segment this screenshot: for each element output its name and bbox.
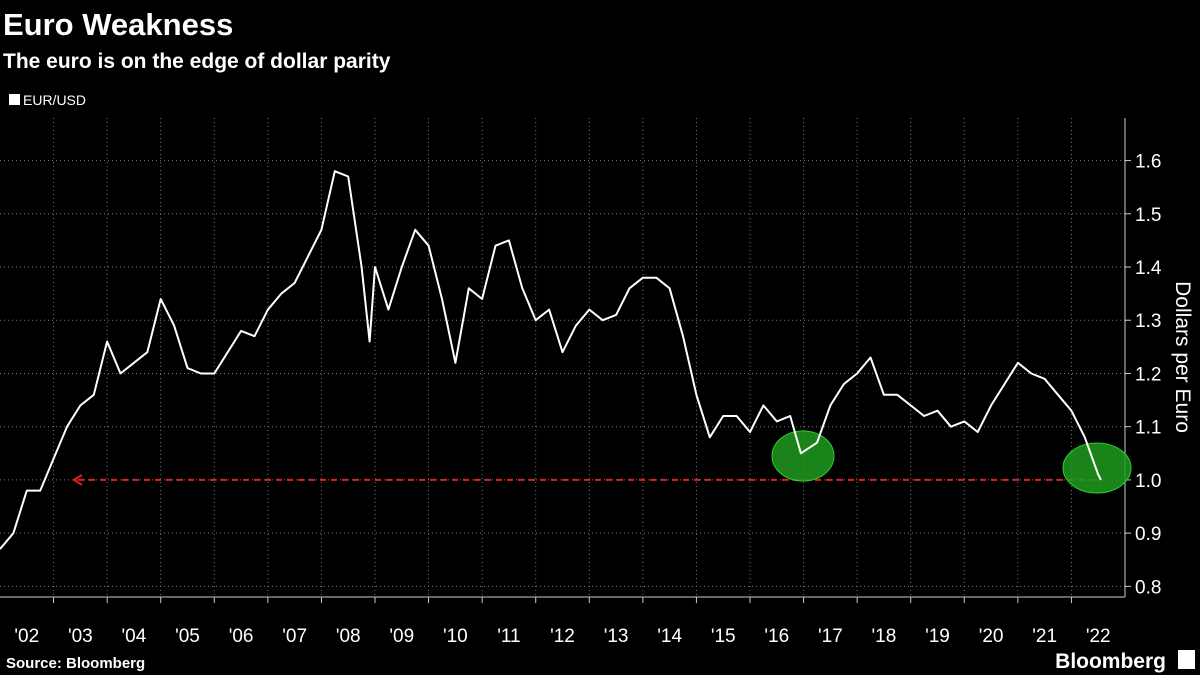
x-tick-label: '19 (925, 626, 950, 647)
y-tick-label: 0.8 (1135, 577, 1161, 598)
y-tick-label: 1.5 (1135, 205, 1161, 226)
x-tick-label: '08 (336, 626, 361, 647)
y-tick-label: 0.9 (1135, 524, 1161, 545)
x-tick-label: '11 (497, 626, 520, 647)
x-tick-label: '02 (14, 626, 39, 647)
x-tick-label: '16 (764, 626, 789, 647)
highlight-ellipse (771, 430, 835, 482)
y-tick-label: 1.4 (1135, 258, 1162, 279)
chart-subtitle: The euro is on the edge of dollar parity (3, 50, 391, 73)
brand-icon (1178, 650, 1195, 669)
x-tick-label: '04 (122, 626, 147, 647)
y-axis-label: Dollars per Euro (1171, 281, 1194, 433)
y-tick-label: 1.6 (1135, 152, 1161, 173)
brand: Bloomberg (1055, 650, 1166, 673)
legend-swatch (9, 94, 20, 105)
x-tick-label: '20 (979, 626, 1004, 647)
x-tick-label: '06 (229, 626, 254, 647)
y-tick-label: 1.1 (1135, 418, 1161, 439)
x-tick-label: '22 (1086, 626, 1111, 647)
x-tick-label: '17 (818, 626, 843, 647)
y-tick-label: 1.2 (1135, 364, 1161, 385)
x-tick-label: '14 (657, 626, 682, 647)
y-tick-label: 1.0 (1135, 471, 1161, 492)
x-tick-label: '21 (1032, 626, 1057, 647)
plot: 0.8 0.9 1.0 1.1 1.2 1.3 1.4 1.5 1.6 '02 '03 '04 '05 '… (0, 118, 1162, 647)
chart-title: Euro Weakness (3, 7, 233, 42)
legend-label: EUR/USD (23, 92, 86, 108)
x-tick-label: '10 (443, 626, 468, 647)
x-tick-label: '09 (389, 626, 414, 647)
x-tick-label: '03 (68, 626, 93, 647)
x-tick-label: '15 (711, 626, 736, 647)
parity-arrow (72, 474, 83, 486)
y-tick-label: 1.3 (1135, 311, 1161, 332)
highlight-ellipse (1062, 442, 1132, 494)
x-tick-label: '18 (872, 626, 897, 647)
data-line (0, 170, 1102, 550)
x-tick-label: '12 (550, 626, 575, 647)
x-tick-label: '13 (604, 626, 629, 647)
source: Source: Bloomberg (6, 655, 145, 672)
x-tick-label: '07 (282, 626, 307, 647)
x-tick-label: '05 (175, 626, 200, 647)
